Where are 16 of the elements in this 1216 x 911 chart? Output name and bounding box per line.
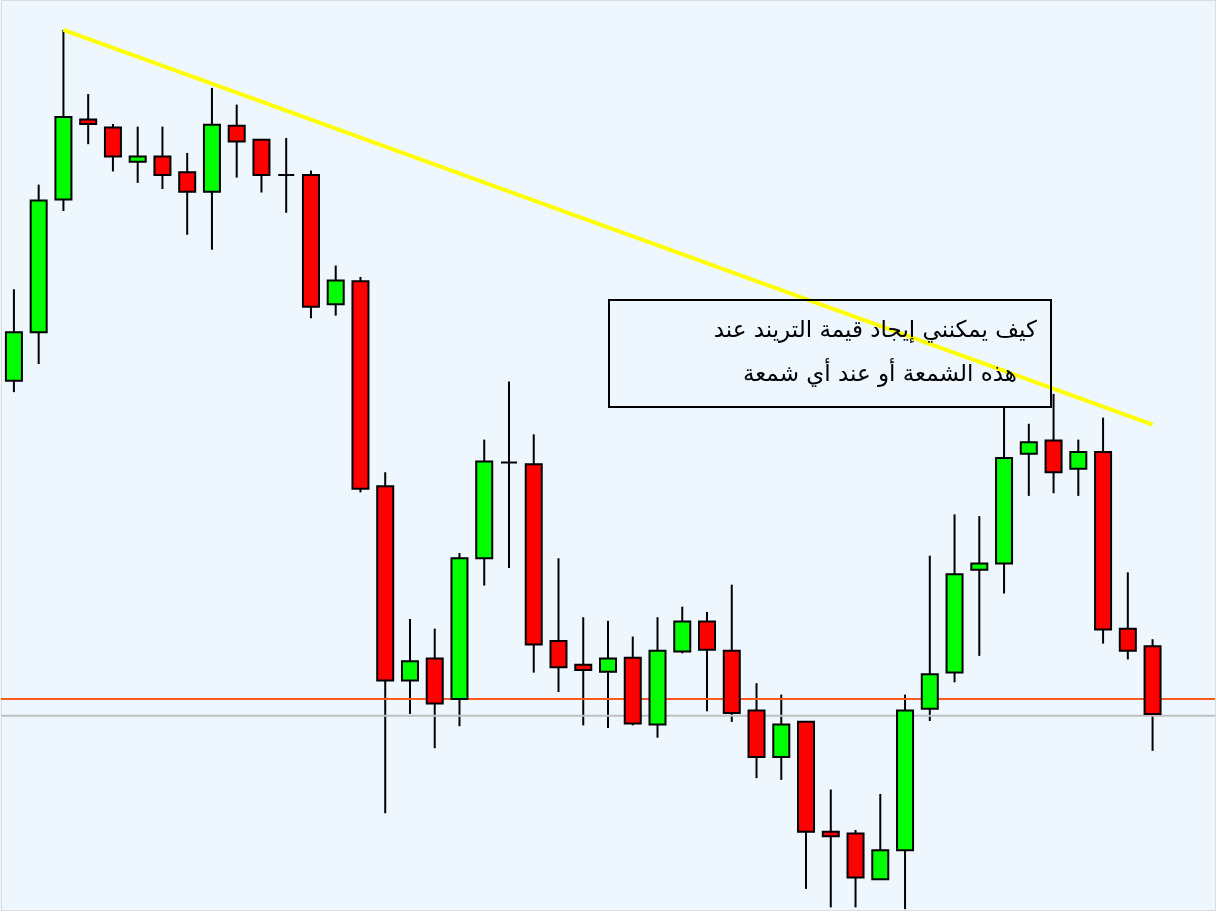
candlestick bbox=[227, 103, 246, 179]
candlestick bbox=[79, 93, 98, 146]
candlestick bbox=[599, 619, 617, 729]
candlestick bbox=[1118, 571, 1137, 661]
candlestick bbox=[178, 151, 197, 236]
candlestick bbox=[326, 264, 345, 317]
candlestick bbox=[400, 617, 419, 715]
candlestick bbox=[499, 380, 518, 569]
candlestick bbox=[277, 137, 296, 214]
candlestick bbox=[574, 616, 593, 727]
candlestick bbox=[128, 125, 147, 184]
candlestick bbox=[153, 125, 172, 191]
candlestick bbox=[970, 515, 989, 657]
candlestick bbox=[1069, 438, 1088, 497]
candlestick bbox=[1019, 422, 1038, 497]
candlestick bbox=[821, 788, 840, 909]
